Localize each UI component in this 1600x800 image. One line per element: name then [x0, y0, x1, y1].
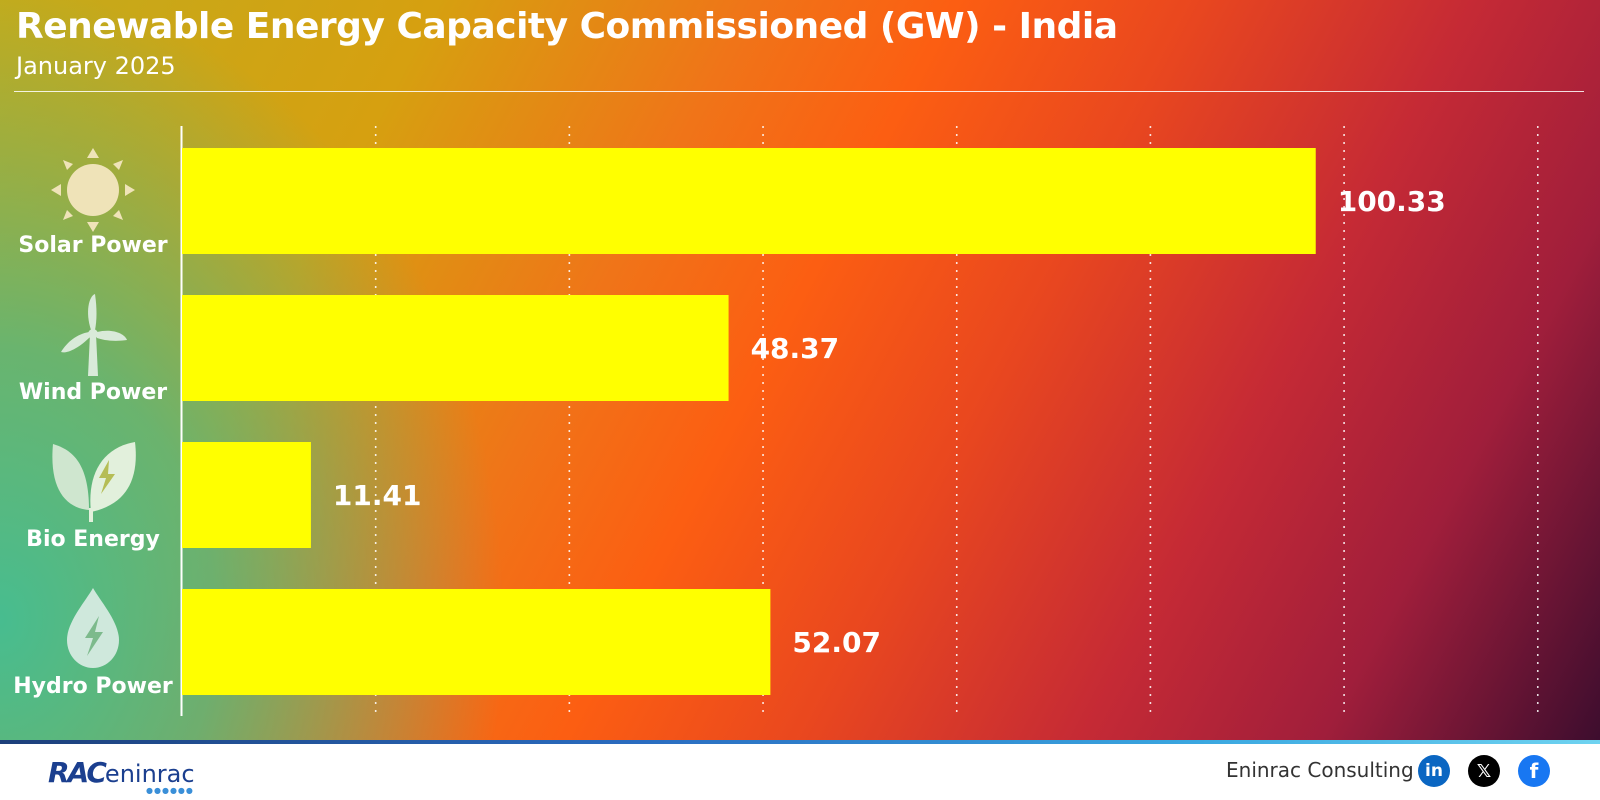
- value-label: 52.07: [792, 626, 881, 659]
- water-drop-bolt-icon: [67, 588, 119, 668]
- title-divider: [14, 91, 1584, 92]
- value-label: 100.33: [1338, 185, 1446, 218]
- chart-subtitle: January 2025: [16, 52, 176, 80]
- wind-turbine-icon: [61, 294, 127, 376]
- chart-title: Renewable Energy Capacity Commissioned (…: [16, 6, 1118, 47]
- category-label: Wind Power: [19, 380, 167, 405]
- category-label: Solar Power: [18, 233, 167, 258]
- company-name: Eninrac Consulting: [1226, 758, 1414, 782]
- value-label: 11.41: [333, 479, 422, 512]
- logo-dots: ●●●●●●: [146, 786, 194, 795]
- sun-icon: [51, 148, 135, 232]
- leaf-bolt-icon: [52, 442, 136, 522]
- bar-solar-power: [182, 148, 1316, 254]
- value-labels: 100.33 48.37 11.41 52.07: [333, 185, 1446, 659]
- value-label: 48.37: [751, 332, 840, 365]
- bar-wind-power: [182, 295, 729, 401]
- category-label: Hydro Power: [13, 674, 173, 699]
- footer-accent-strip: [0, 740, 1600, 744]
- bar-bio-energy: [182, 442, 311, 548]
- logo-rac-text: RAC: [48, 756, 107, 789]
- linkedin-icon[interactable]: in: [1418, 755, 1450, 787]
- logo-eninrac-text: eninrac: [104, 760, 195, 788]
- category-icons: [51, 148, 136, 668]
- chart-canvas: Renewable Energy Capacity Commissioned (…: [0, 0, 1600, 740]
- footer: RACeninrac ●●●●●● Eninrac Consulting in …: [0, 744, 1600, 800]
- x-icon[interactable]: 𝕏: [1468, 755, 1500, 787]
- bar-hydro-power: [182, 589, 771, 695]
- bars: [182, 148, 1316, 695]
- category-labels: Solar Power Wind Power Bio Energy Hydro Pow…: [13, 233, 173, 699]
- category-label: Bio Energy: [26, 527, 160, 552]
- facebook-icon[interactable]: f: [1518, 755, 1550, 787]
- bar-chart: Solar Power Wind Power Bio Energy Hydro Pow…: [13, 148, 1446, 699]
- eninrac-logo: RACeninrac ●●●●●●: [48, 756, 195, 795]
